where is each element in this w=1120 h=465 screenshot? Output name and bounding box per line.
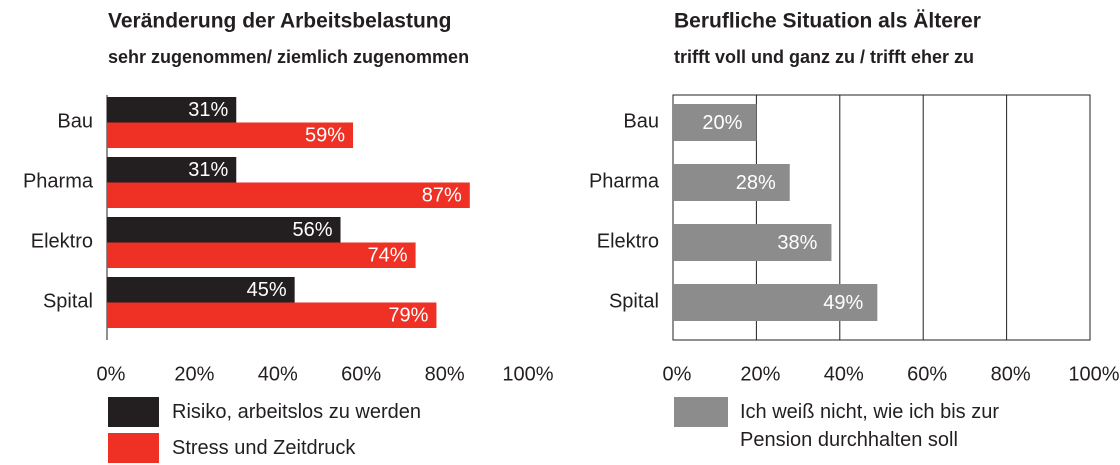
legend-swatch [108, 433, 159, 463]
x-tick-label: 100% [1068, 363, 1119, 385]
value-label: 79% [388, 305, 428, 327]
legend-label: Stress und Zeitdruck [172, 437, 356, 459]
bar [107, 122, 354, 148]
value-label: 20% [702, 112, 742, 134]
bar [673, 284, 878, 321]
bar [107, 157, 237, 183]
x-tick-label: 0% [97, 363, 126, 385]
bar [107, 277, 295, 303]
x-tick-label: 60% [341, 363, 381, 385]
value-label: 38% [777, 232, 817, 254]
value-label: 56% [292, 219, 332, 241]
chart-title: Berufliche Situation als Älterer [674, 10, 981, 33]
bar [107, 242, 416, 268]
bar [673, 224, 832, 261]
x-tick-label: 20% [174, 363, 214, 385]
legend-swatch [108, 397, 159, 427]
bar [107, 217, 341, 243]
category-label: Bau [623, 110, 659, 132]
chart-subtitle: trifft voll und ganz zu / trifft eher zu [674, 47, 974, 67]
x-tick-label: 40% [258, 363, 298, 385]
x-tick-label: 80% [425, 363, 465, 385]
x-tick-label: 100% [502, 363, 553, 385]
x-tick-label: 0% [663, 363, 692, 385]
bar [107, 182, 470, 208]
x-tick-label: 20% [740, 363, 780, 385]
legend-swatch [674, 397, 728, 427]
chart-title: Veränderung der Arbeitsbelastung [108, 10, 451, 33]
value-label: 31% [188, 159, 228, 181]
category-label: Elektro [31, 230, 93, 252]
x-tick-label: 40% [824, 363, 864, 385]
x-tick-label: 60% [907, 363, 947, 385]
value-label: 31% [188, 99, 228, 121]
chart-subtitle: sehr zugenommen/ ziemlich zugenommen [108, 47, 469, 67]
category-label: Pharma [589, 170, 660, 192]
value-label: 45% [247, 279, 287, 301]
value-label: 87% [422, 185, 462, 207]
bar [673, 104, 757, 141]
bar [107, 97, 237, 123]
bar [673, 164, 790, 201]
value-label: 59% [305, 125, 345, 147]
bar [107, 302, 437, 328]
category-label: Bau [57, 110, 93, 132]
value-label: 28% [736, 172, 776, 194]
legend-label: Risiko, arbeitslos zu werden [172, 401, 421, 423]
category-label: Spital [609, 290, 659, 312]
legend-label: Ich weiß nicht, wie ich bis zur Pension … [740, 401, 999, 451]
category-label: Pharma [23, 170, 94, 192]
value-label: 74% [368, 245, 408, 267]
value-label: 49% [823, 292, 863, 314]
category-label: Elektro [597, 230, 659, 252]
category-label: Spital [43, 290, 93, 312]
x-tick-label: 80% [991, 363, 1031, 385]
